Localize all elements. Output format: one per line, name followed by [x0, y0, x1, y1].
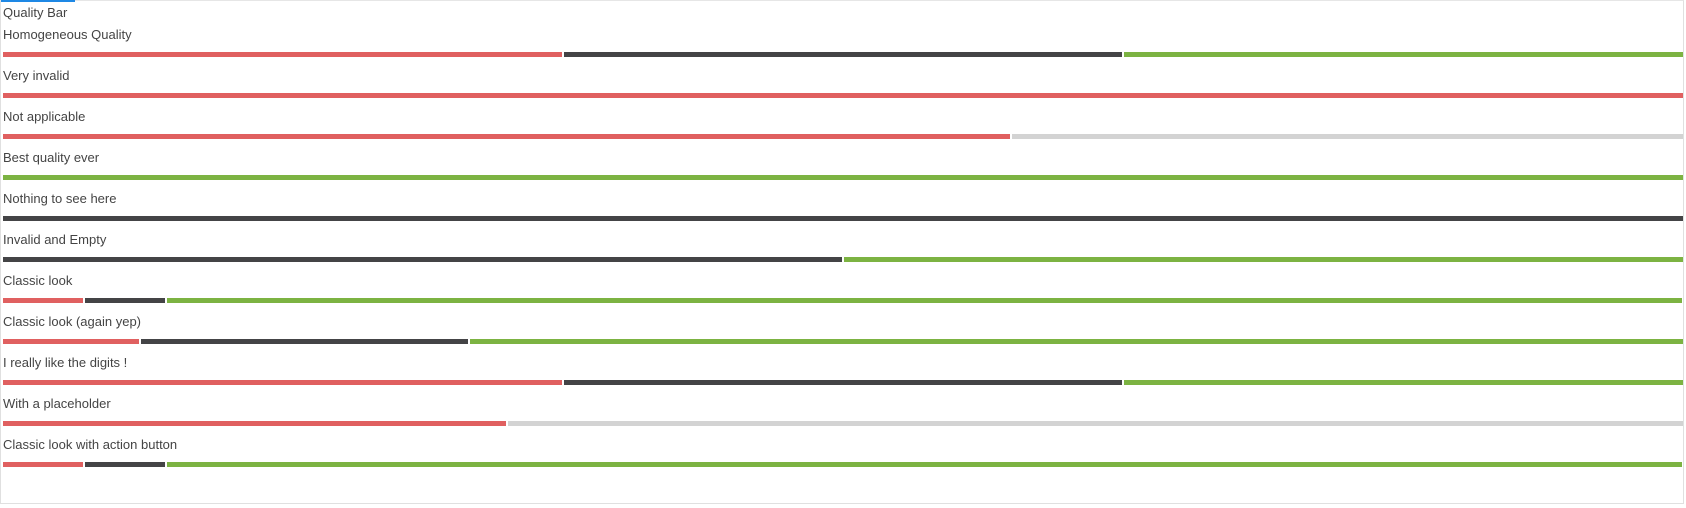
quality-bar-label: I really like the digits !: [3, 355, 128, 370]
quality-bar-label: Very invalid: [3, 68, 70, 83]
quality-bar-label: Classic look (again yep): [3, 314, 142, 329]
quality-bar-label: Not applicable: [3, 109, 86, 124]
quality-segment-empty[interactable]: [3, 216, 1683, 221]
quality-bar: [3, 93, 1683, 98]
quality-bar-row: Classic look with action button: [3, 435, 1683, 476]
quality-segment-invalid[interactable]: [3, 134, 1010, 139]
quality-segment-empty[interactable]: [563, 52, 1123, 57]
quality-segment-invalid[interactable]: [3, 298, 83, 303]
quality-bar-row: Not applicable: [3, 107, 1683, 148]
quality-segment-empty[interactable]: [3, 257, 842, 262]
quality-bar-row: Best quality ever: [3, 148, 1683, 189]
quality-bar-label: Classic look: [3, 273, 73, 288]
quality-bar-row: With a placeholder: [3, 394, 1683, 435]
quality-bar-row: Very invalid: [3, 66, 1683, 107]
quality-segment-invalid[interactable]: [3, 52, 562, 57]
quality-segment-empty[interactable]: [85, 462, 165, 467]
quality-bar: [3, 257, 1683, 262]
quality-bar-list: Homogeneous Quality Very invalid Not appli…: [3, 25, 1684, 476]
quality-bar-label: Invalid and Empty: [3, 232, 107, 247]
quality-segment-placeholder[interactable]: [508, 421, 1683, 426]
quality-bar-row: Homogeneous Quality: [3, 25, 1684, 66]
quality-segment-valid[interactable]: [470, 339, 1683, 344]
quality-segment-valid[interactable]: [1124, 52, 1684, 57]
page-title: Quality Bar: [3, 5, 68, 20]
quality-segment-invalid[interactable]: [3, 380, 562, 385]
quality-bar: [3, 134, 1683, 139]
quality-segment-valid[interactable]: [844, 257, 1683, 262]
quality-segment-valid[interactable]: [167, 462, 1682, 467]
quality-bar-label: Nothing to see here: [3, 191, 117, 206]
quality-bar-label: Homogeneous Quality: [3, 27, 132, 42]
quality-bar-row: Classic look (again yep): [3, 312, 1683, 353]
quality-bar: [3, 462, 1683, 467]
quality-segment-invalid[interactable]: [3, 339, 139, 344]
quality-segment-empty[interactable]: [141, 339, 468, 344]
quality-segment-invalid[interactable]: [3, 462, 83, 467]
quality-segment-valid[interactable]: [3, 175, 1683, 180]
quality-segment-invalid[interactable]: [3, 93, 1683, 98]
quality-bar: [3, 421, 1683, 426]
quality-bar-label: Classic look with action button: [3, 437, 178, 452]
quality-bar: [3, 175, 1683, 180]
quality-bar-row: Invalid and Empty: [3, 230, 1683, 271]
quality-bar-row: Nothing to see here: [3, 189, 1683, 230]
quality-bar-label: With a placeholder: [3, 396, 111, 411]
quality-segment-placeholder[interactable]: [1012, 134, 1683, 139]
quality-segment-valid[interactable]: [1124, 380, 1684, 385]
quality-bar: [3, 298, 1683, 303]
quality-bar: [3, 52, 1684, 57]
quality-segment-empty[interactable]: [563, 380, 1123, 385]
quality-bar-row: I really like the digits !: [3, 353, 1684, 394]
quality-bar: [3, 339, 1683, 344]
quality-segment-valid[interactable]: [167, 298, 1682, 303]
quality-bar-label: Best quality ever: [3, 150, 100, 165]
quality-segment-invalid[interactable]: [3, 421, 506, 426]
quality-bar: [3, 380, 1684, 385]
quality-bar: [3, 216, 1683, 221]
quality-bar-row: Classic look: [3, 271, 1683, 312]
active-tab-indicator: [1, 0, 75, 2]
quality-segment-empty[interactable]: [85, 298, 165, 303]
